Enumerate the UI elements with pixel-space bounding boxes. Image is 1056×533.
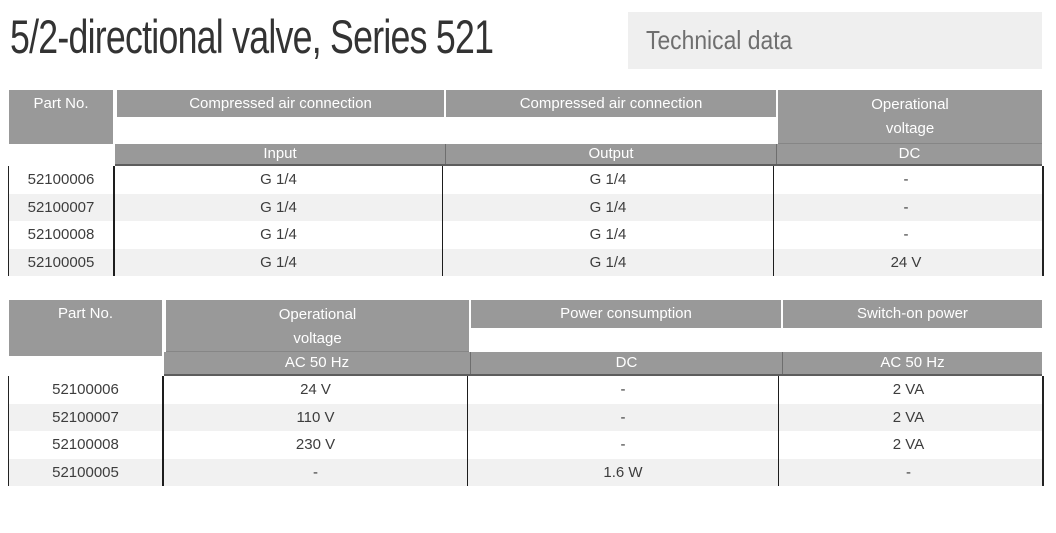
output-cell: G 1/4 [442, 221, 773, 249]
t2-subheader-ac50hz-2: AC 50 Hz [782, 352, 1042, 374]
part-no-cell: 52100008 [52, 436, 119, 453]
table-row: 52100006 G 1/4 G 1/4 - [9, 166, 1042, 194]
output-cell: G 1/4 [442, 193, 773, 221]
t1-header-operational-voltage-line1: Operational [871, 96, 949, 113]
output-cell: G 1/4 [442, 166, 773, 194]
part-no-cell: 52100005 [27, 253, 95, 271]
dc-voltage-cell: - [773, 166, 1038, 194]
part-no-cell: 52100007 [52, 408, 119, 426]
t1-header-part-no: Part No. [9, 90, 113, 144]
input-cell: G 1/4 [113, 221, 442, 249]
t1-header-air-connection-1: Compressed air connection [117, 90, 444, 117]
t1-body: 52100006 G 1/4 G 1/4 - 52100007 G 1/4 G … [8, 166, 1044, 276]
table-row: 52100007 110 V - 2 VA [9, 403, 1042, 431]
dc-power-cell: 1.6 W [467, 458, 778, 486]
ac-voltage-cell: 230 V [162, 431, 467, 459]
part-no-cell: 52100006 [27, 171, 95, 188]
ac-voltage-cell: 24 V [162, 376, 467, 404]
dc-power-cell: - [467, 403, 778, 431]
t1-subheader-output: Output [445, 144, 776, 164]
t2-subheader-dc: DC [470, 352, 782, 374]
table-row: 52100006 24 V - 2 VA [9, 376, 1042, 404]
t2-body: 52100006 24 V - 2 VA 52100007 110 V - 2 … [8, 376, 1044, 486]
part-no-cell: 52100006 [52, 381, 119, 398]
input-cell: G 1/4 [113, 193, 442, 221]
dc-power-cell: - [467, 431, 778, 459]
switch-on-power-cell: - [778, 458, 1038, 486]
t1-header-operational-voltage-line2: voltage [885, 120, 935, 137]
dc-power-cell: - [467, 376, 778, 404]
page-title-text: 5/2-directional valve, Series 521 [10, 10, 494, 63]
dc-voltage-cell: - [773, 193, 1038, 221]
part-no-cell: 52100008 [27, 226, 95, 243]
page-title: 5/2-directional valve, Series 521 [10, 8, 646, 66]
dc-voltage-cell: 24 V [773, 248, 1038, 276]
switch-on-power-cell: 2 VA [778, 376, 1038, 404]
part-no-cell: 52100005 [52, 463, 119, 481]
subtitle-badge: Technical data [628, 12, 1042, 69]
t1-header-air-connection-2: Compressed air connection [446, 90, 776, 117]
input-cell: G 1/4 [113, 248, 442, 276]
t2-header-switch-on-power: Switch-on power [783, 300, 1042, 328]
table-row: 52100005 - 1.6 W - [9, 458, 1042, 486]
t2-subheader-ac50hz-1: AC 50 Hz [284, 354, 350, 371]
t1-subheader-dc: DC [776, 144, 1042, 164]
switch-on-power-cell: 2 VA [778, 403, 1038, 431]
dc-voltage-cell: - [773, 221, 1038, 249]
part-no-cell: 52100007 [27, 198, 95, 216]
t2-header-part-no: Part No. [9, 300, 162, 356]
ac-voltage-cell: - [162, 458, 467, 486]
t2-header-operational-voltage-line2: voltage [293, 330, 342, 347]
table-row: 52100008 G 1/4 G 1/4 - [9, 221, 1042, 249]
t1-subheader-input: Input [263, 145, 297, 162]
output-cell: G 1/4 [442, 248, 773, 276]
t1-subheader-row: Input Output DC [115, 144, 1042, 166]
t2-header-operational-voltage-line1: Operational [278, 306, 357, 323]
ac-voltage-cell: 110 V [162, 403, 467, 431]
input-cell: G 1/4 [113, 166, 442, 194]
t2-header-operational-voltage: Operational voltage [166, 300, 469, 352]
subtitle-text: Technical data [646, 25, 793, 55]
table-row: 52100007 G 1/4 G 1/4 - [9, 193, 1042, 221]
t1-header-operational-voltage: Operational voltage [778, 90, 1042, 144]
t2-subheader-row: AC 50 Hz DC AC 50 Hz [164, 352, 1042, 376]
table-row: 52100008 230 V - 2 VA [9, 431, 1042, 459]
table-row: 52100005 G 1/4 G 1/4 24 V [9, 248, 1042, 276]
switch-on-power-cell: 2 VA [778, 431, 1038, 459]
t2-header-power-consumption: Power consumption [471, 300, 781, 328]
